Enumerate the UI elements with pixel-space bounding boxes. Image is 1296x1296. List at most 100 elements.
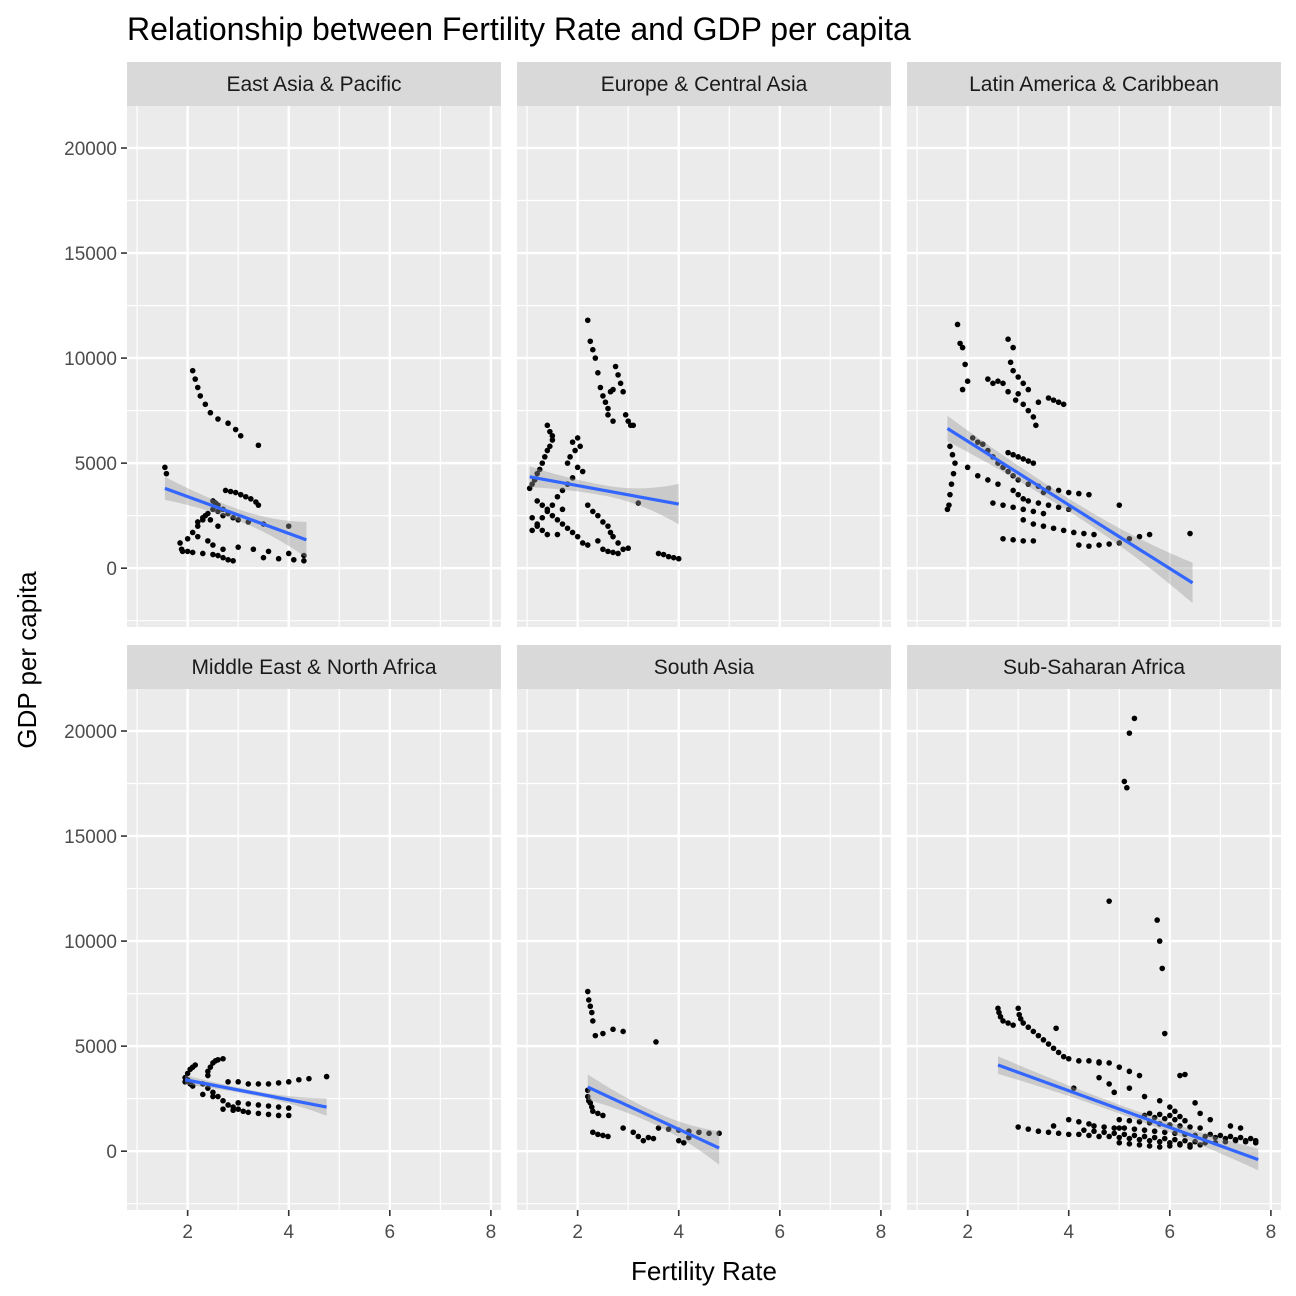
data-point (539, 527, 546, 534)
data-point (220, 1097, 226, 1104)
data-point (1030, 508, 1037, 515)
data-point (1101, 1129, 1107, 1136)
data-point (192, 376, 199, 382)
data-point (1016, 1011, 1022, 1018)
x-tick-label: 8 (1266, 1222, 1277, 1243)
data-point (189, 367, 196, 374)
data-point (957, 340, 963, 347)
data-point (1146, 1110, 1153, 1117)
data-point (210, 551, 216, 558)
data-point (1065, 1131, 1072, 1138)
y-tick-label: 20000 (64, 139, 117, 160)
data-point (948, 481, 955, 487)
data-point (255, 502, 262, 508)
data-point (696, 1129, 702, 1136)
data-point (962, 361, 968, 368)
data-point (1055, 399, 1062, 406)
data-point (285, 1105, 292, 1111)
data-point (189, 549, 196, 556)
data-point (595, 370, 601, 376)
data-point (1020, 1020, 1027, 1026)
data-point (1055, 504, 1062, 511)
data-point (285, 523, 292, 529)
facet-panels: East Asia & Pacific Europe & Central Asia… (127, 62, 1281, 1210)
data-point (959, 386, 966, 393)
data-point (205, 538, 211, 544)
panel-background (517, 106, 891, 627)
data-point (950, 470, 957, 477)
data-point (210, 1093, 216, 1100)
data-point (1172, 1130, 1178, 1137)
data-point (600, 519, 606, 525)
facet-strip-label: Middle East & North Africa (191, 656, 436, 679)
data-point (215, 1093, 221, 1100)
y-tick-label: 10000 (64, 349, 117, 370)
data-point (620, 388, 626, 395)
data-point (554, 493, 561, 500)
data-point (230, 558, 236, 564)
facet-strip (907, 645, 1281, 689)
data-point (240, 1108, 247, 1115)
data-point (285, 550, 292, 557)
data-point (1192, 1100, 1198, 1106)
data-point (590, 1018, 596, 1024)
trend-line (587, 1085, 720, 1150)
data-point (620, 546, 626, 553)
data-point (232, 426, 239, 433)
data-point (1111, 1130, 1118, 1137)
data-point (301, 552, 307, 559)
y-tick-label: 20000 (64, 722, 117, 743)
data-point (947, 491, 953, 498)
data-point (1136, 1142, 1143, 1148)
facet-strip (517, 645, 891, 689)
data-point (650, 1135, 657, 1142)
data-point (615, 372, 621, 378)
facet-strip (127, 62, 501, 106)
data-point (620, 1028, 626, 1035)
data-point (215, 523, 221, 529)
data-point (990, 500, 996, 506)
data-point (1131, 1126, 1138, 1132)
data-point (290, 556, 297, 563)
data-point (567, 454, 573, 460)
data-point (205, 1085, 211, 1091)
x-tick-label: 6 (775, 1222, 786, 1243)
data-point (1091, 531, 1097, 538)
data-point (1126, 1068, 1133, 1075)
confidence-band (947, 415, 1193, 604)
data-point (1010, 537, 1016, 543)
data-point (1070, 1085, 1077, 1091)
data-point (1030, 414, 1037, 420)
data-point (1116, 502, 1123, 508)
data-point (605, 523, 611, 529)
data-point (255, 1102, 262, 1108)
data-point (1030, 460, 1037, 466)
data-point (574, 435, 581, 441)
data-point (1035, 399, 1042, 406)
data-point (529, 514, 535, 521)
data-point (1000, 535, 1006, 542)
data-point (1116, 1134, 1123, 1141)
data-point (1010, 451, 1016, 458)
data-point (1161, 1030, 1168, 1037)
data-point (964, 378, 971, 385)
data-point (1000, 380, 1006, 387)
data-point (587, 338, 594, 345)
y-tick-label: 5000 (75, 1037, 117, 1058)
data-point (1207, 1116, 1214, 1123)
data-point (1106, 898, 1112, 904)
chart-title: Relationship between Fertility Rate and … (127, 11, 911, 47)
data-point (635, 500, 642, 506)
y-tick-label: 0 (106, 1142, 117, 1163)
trend-line (946, 427, 1194, 585)
trend-line (997, 1063, 1259, 1162)
data-point (590, 346, 596, 353)
data-point (605, 412, 611, 418)
data-point (1010, 367, 1016, 374)
data-point (1060, 1053, 1067, 1060)
data-point (622, 412, 629, 418)
data-point (255, 442, 262, 449)
data-point (590, 1129, 596, 1136)
data-point (1106, 1060, 1112, 1066)
data-point (1020, 496, 1027, 502)
